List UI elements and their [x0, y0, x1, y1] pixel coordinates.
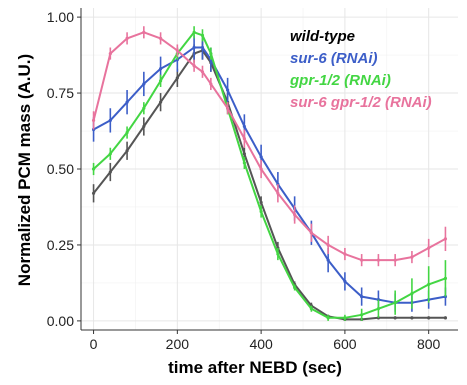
axes [77, 8, 458, 334]
x-tick-label: 800 [417, 336, 441, 352]
x-tick-label: 0 [90, 336, 98, 352]
y-tick-label: 0.25 [47, 237, 74, 253]
series-line [93, 46, 446, 304]
y-tick-label: 0.00 [47, 313, 74, 329]
series-layer [91, 26, 448, 321]
series-line [92, 49, 446, 321]
legend: wild-type sur-6 (RNAi) gpr-1/2 (RNAi) sur-6… [289, 28, 432, 111]
tick-labels: 0 200 400 600 800 0.00 0.25 0.50 0.75 1.00 [47, 9, 441, 352]
legend-entry: wild-type [290, 28, 355, 45]
legend-entry: sur-6 (RNAi) [290, 50, 378, 67]
y-tick-label: 1.00 [47, 9, 74, 25]
y-tick-label: 0.50 [47, 161, 74, 177]
series-line [92, 31, 446, 319]
x-tick-label: 600 [333, 336, 357, 352]
series-group [91, 35, 448, 312]
y-axis-title: Normalized PCM mass (A.U.) [15, 54, 34, 286]
y-tick-label: 0.75 [47, 85, 74, 101]
legend-entry: sur-6 gpr-1/2 (RNAi) [290, 94, 432, 111]
series-group [91, 26, 448, 321]
x-axis-title: time after NEBD (sec) [168, 358, 342, 377]
series-line [92, 31, 446, 262]
legend-entry: gpr-1/2 (RNAi) [289, 72, 391, 89]
x-tick-label: 400 [249, 336, 273, 352]
series-group [91, 26, 448, 267]
x-tick-label: 200 [166, 336, 190, 352]
